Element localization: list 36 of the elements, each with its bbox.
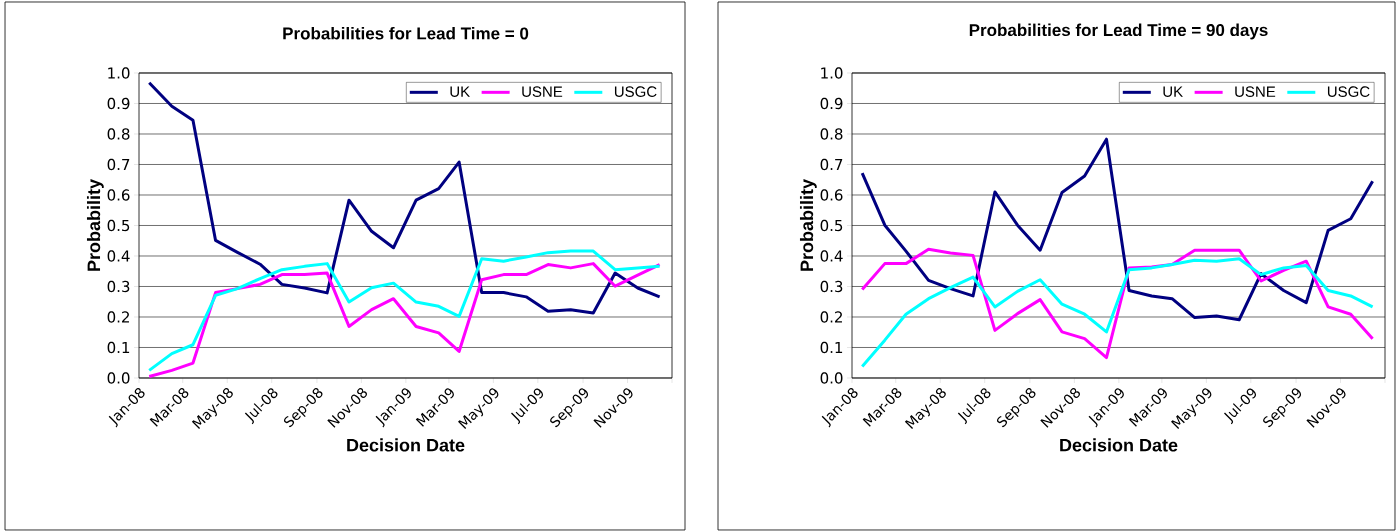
legend-label: USNE — [522, 86, 563, 97]
y-tick-label: 0.4 — [107, 250, 130, 262]
legend-label: USGC — [1327, 86, 1370, 97]
y-tick-label: 0.3 — [820, 280, 843, 293]
legend-label: UK — [1163, 86, 1183, 97]
y-tick-label: 0.4 — [820, 250, 843, 262]
x-axis-title: Decision Date — [1060, 438, 1178, 452]
y-tick-label: 0.3 — [107, 280, 130, 293]
y-tick-label: 0.6 — [820, 189, 843, 201]
y-tick-label: 1.0 — [821, 67, 843, 79]
y-tick-label: 0.7 — [820, 158, 843, 171]
y-tick-label: 0.2 — [820, 311, 842, 323]
y-axis-title: Probability — [86, 179, 104, 271]
y-tick-label: 0.8 — [820, 128, 843, 140]
y-tick-label: 0.1 — [820, 341, 843, 354]
y-tick-label: 0.9 — [107, 97, 130, 110]
y-tick-label: 0.8 — [107, 128, 130, 140]
legend-label: USNE — [1235, 86, 1276, 97]
y-tick-label: 0.9 — [820, 97, 843, 110]
chart-title: Probabilities for Lead Time = 0 — [283, 26, 529, 40]
chart-title: Probabilities for Lead Time = 90 days — [969, 23, 1268, 40]
y-axis-title: Probability — [799, 179, 817, 271]
line-series — [147, 81, 662, 315]
y-tick-label: 0.0 — [820, 372, 843, 384]
y-tick-label: 0.2 — [107, 311, 129, 323]
legend-label: USGC — [614, 86, 657, 97]
y-tick-label: 1.0 — [108, 67, 130, 79]
x-axis-title: Decision Date — [347, 438, 465, 452]
y-tick-label: 0.1 — [107, 341, 130, 354]
legend-label: UK — [450, 86, 470, 97]
y-tick-label: 0.7 — [107, 158, 130, 171]
y-tick-label: 0.0 — [107, 372, 130, 384]
y-tick-label: 0.5 — [107, 219, 130, 232]
line-series — [860, 137, 1375, 322]
y-tick-label: 0.5 — [820, 219, 843, 232]
y-tick-label: 0.6 — [107, 189, 130, 201]
